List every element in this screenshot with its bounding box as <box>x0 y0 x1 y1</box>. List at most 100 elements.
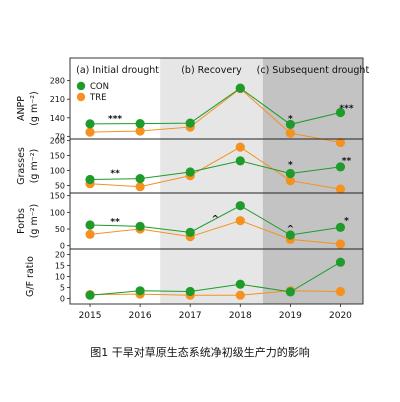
data-point-con-2018 <box>235 156 245 166</box>
period-shade-recovery <box>160 58 263 304</box>
y-tick-label: 150 <box>50 152 65 161</box>
x-tick-label: 2020 <box>329 311 352 321</box>
significance-annotation: * <box>288 161 293 171</box>
data-point-con-2020 <box>335 222 346 232</box>
period-header-1: (b) Recovery <box>181 65 242 76</box>
data-point-con-2017 <box>185 167 195 177</box>
data-point-con-2018 <box>235 83 245 93</box>
significance-annotation: *** <box>108 115 122 125</box>
data-point-tre-2016 <box>135 126 145 136</box>
y-tick-label: 150 <box>50 192 65 201</box>
data-point-con-2017 <box>185 118 195 128</box>
series-line-tre <box>89 220 341 245</box>
y-tick-label: 70 <box>55 132 65 141</box>
data-point-tre-2020 <box>335 286 346 297</box>
data-point-con-2019 <box>285 230 295 240</box>
series-line-con <box>90 205 341 236</box>
period-header-2: (c) Subsequent drought <box>257 65 370 76</box>
y-tick-label: 200 <box>50 137 65 146</box>
y-axis-label: ANPP <box>16 96 27 121</box>
data-point-tre-2015 <box>85 127 95 137</box>
data-point-tre-2019 <box>285 176 295 186</box>
data-point-tre-2018 <box>235 290 245 300</box>
series-line-tre <box>90 290 341 296</box>
y-tick-label: 20 <box>55 251 65 260</box>
data-point-tre-2018 <box>235 142 245 152</box>
data-point-con-2019 <box>285 287 295 297</box>
significance-annotation: *** <box>339 104 353 114</box>
data-point-con-2018 <box>235 201 245 211</box>
x-axis: 2015 2016 2017 2018 2019 2020 <box>79 304 352 321</box>
y-axis-unit: (g m⁻²) <box>29 91 40 126</box>
data-point-con-2017 <box>185 286 195 297</box>
data-point-con-2018 <box>235 279 245 289</box>
data-point-con-2016 <box>135 119 145 129</box>
figure-caption: 图1 干旱对草原生态系统净初级生产力的影响 <box>90 346 310 359</box>
legend-marker-con <box>76 81 86 91</box>
series-line-con <box>90 87 341 125</box>
legend-label-tre: TRE <box>89 93 106 103</box>
data-point-con-2020 <box>335 107 346 118</box>
y-tick-label: 5 <box>60 284 65 293</box>
significance-annotation: ** <box>110 217 120 227</box>
data-point-con-2017 <box>185 227 195 237</box>
significance-annotation: ** <box>342 156 352 166</box>
panel-2: 150 100 50 0 Forbs (g m⁻²) ** ^ ^ * <box>16 192 363 251</box>
x-tick-label: 2015 <box>79 311 102 321</box>
data-point-tre-2020 <box>335 137 346 148</box>
x-tick-label: 2019 <box>279 311 302 321</box>
period-shading <box>160 58 363 304</box>
significance-annotation: ^ <box>287 224 295 234</box>
data-point-tre-2018 <box>235 216 245 226</box>
plot-frame <box>69 57 364 305</box>
y-axis-label: Forbs <box>16 208 27 234</box>
legend-label-con: CON <box>90 82 109 92</box>
y-axis-label: Grasses <box>16 147 27 185</box>
series-line-con <box>90 160 341 180</box>
data-point-tre-2019 <box>285 128 295 138</box>
y-axis-unit: (g m⁻²) <box>29 149 40 184</box>
data-point-con-2016 <box>135 174 145 184</box>
x-tick-label: 2017 <box>179 311 202 321</box>
y-tick-label: 15 <box>55 262 65 271</box>
data-point-con-2016 <box>135 221 145 231</box>
period-headers: (a) Initial drought (b) Recovery (c) Subse… <box>76 65 369 76</box>
y-tick-label: 280 <box>50 77 65 86</box>
data-point-con-2019 <box>285 119 295 130</box>
data-point-con-2020 <box>335 257 346 267</box>
data-point-con-2019 <box>285 168 295 179</box>
y-tick-label: 100 <box>50 167 65 176</box>
data-point-con-2015 <box>85 119 95 129</box>
y-tick-label: 140 <box>50 114 65 123</box>
data-point-tre-2015 <box>85 229 95 239</box>
data-point-tre-2020 <box>335 239 346 249</box>
y-tick-label: 10 <box>55 273 65 282</box>
y-tick-label: 100 <box>50 208 65 217</box>
y-tick-label: 0 <box>60 242 65 251</box>
data-point-tre-2016 <box>135 182 145 192</box>
significance-annotation: * <box>344 217 349 227</box>
significance-annotation: ^ <box>211 214 219 224</box>
period-header-0: (a) Initial drought <box>76 65 159 76</box>
data-point-con-2015 <box>85 220 95 230</box>
data-point-tre-2020 <box>335 184 346 194</box>
series-line-con <box>89 261 341 296</box>
data-point-con-2015 <box>85 174 95 185</box>
x-tick-label: 2016 <box>129 311 152 321</box>
x-tick-label: 2018 <box>229 311 252 321</box>
period-shade-subsequent <box>262 58 363 304</box>
y-tick-label: 0 <box>60 295 65 304</box>
y-axis-label: G/F ratio <box>25 256 36 297</box>
y-axis-unit: (g m⁻²) <box>29 204 40 239</box>
y-tick-label: 50 <box>55 225 65 234</box>
significance-annotation: ** <box>110 169 120 179</box>
legend-marker-tre <box>76 92 86 102</box>
significance-annotation: * <box>288 114 293 124</box>
panel-3: 20 15 10 5 0 G/F ratio <box>25 248 363 304</box>
data-point-con-2020 <box>335 162 346 172</box>
